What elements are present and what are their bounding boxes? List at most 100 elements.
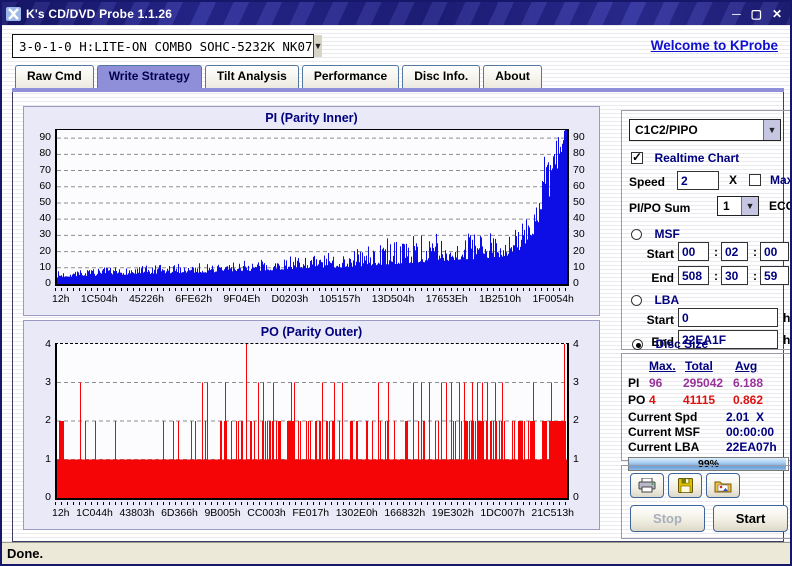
tab-tilt-analysis[interactable]: Tilt Analysis xyxy=(204,65,299,88)
progress-fill xyxy=(629,458,787,470)
tab-strip: Raw Cmd Write Strategy Tilt Analysis Per… xyxy=(15,65,542,88)
current-msf-label: Current MSF xyxy=(628,425,700,439)
y-tick-label: 1 xyxy=(45,452,51,465)
msf-start-row: Start : : xyxy=(622,242,789,263)
y-tick-label: 70 xyxy=(573,163,585,176)
chevron-down-icon[interactable]: ▼ xyxy=(741,197,758,215)
tab-about[interactable]: About xyxy=(483,65,542,88)
radio-icon[interactable] xyxy=(631,229,642,240)
pi-chart-plot xyxy=(55,129,569,286)
save-button[interactable] xyxy=(668,473,702,498)
drive-selector[interactable]: 3-0-1-0 H:LITE-ON COMBO SOHC-5232K NK07 … xyxy=(12,34,323,58)
close-icon[interactable]: ✕ xyxy=(771,6,782,21)
y-tick-label: 90 xyxy=(39,131,51,144)
radio-icon[interactable] xyxy=(631,295,642,306)
pi-x-axis-labels: 12h 1C504h 45226h 6FE62h 9F04Eh D0203h 105157h… xyxy=(52,293,574,305)
po-avg: 0.862 xyxy=(733,393,764,407)
lba-end-input[interactable] xyxy=(678,330,778,349)
realtime-chart-checkbox[interactable]: Realtime Chart xyxy=(631,149,739,167)
x-tick-label: 1B2510h xyxy=(479,293,522,305)
mode-select[interactable]: C1C2/PIPO ▼ xyxy=(629,119,781,141)
printer-icon xyxy=(638,478,656,493)
actions-group: Stop Start xyxy=(621,465,790,539)
po-x-axis-labels: 12h 1C044h 43803h 6D366h 9B005h CC003h FE017h 1… xyxy=(52,507,574,519)
lba-radio[interactable]: LBA xyxy=(631,291,679,309)
tab-raw-cmd[interactable]: Raw Cmd xyxy=(15,65,94,88)
tab-write-strategy[interactable]: Write Strategy xyxy=(96,65,202,88)
y-tick-label: 90 xyxy=(573,131,585,144)
y-tick-label: 4 xyxy=(573,338,579,350)
tab-performance[interactable]: Performance xyxy=(301,65,400,88)
msf-radio[interactable]: MSF xyxy=(631,225,680,243)
y-tick-label: 0 xyxy=(573,277,579,289)
export-image-button[interactable] xyxy=(706,473,740,498)
welcome-link[interactable]: Welcome to KProbe xyxy=(650,38,778,53)
pi-avg: 6.188 xyxy=(733,376,764,390)
x-tick-label: 12h xyxy=(52,293,70,305)
msf-start-min[interactable] xyxy=(678,242,709,261)
y-tick-label: 30 xyxy=(39,228,51,241)
msf-end-sec[interactable] xyxy=(721,266,748,285)
chevron-down-icon[interactable]: ▼ xyxy=(312,35,323,57)
status-bar: Done. xyxy=(2,542,790,564)
max-checkbox[interactable] xyxy=(749,174,761,186)
minimize-icon[interactable]: ─ xyxy=(732,6,741,21)
y-tick-label: 10 xyxy=(39,260,51,273)
y-tick-label: 0 xyxy=(45,277,51,289)
x-tick-label: 6D366h xyxy=(161,507,198,519)
lba-start-input[interactable] xyxy=(678,308,778,327)
chevron-down-icon[interactable]: ▼ xyxy=(763,120,780,140)
speed-row: Speed X Max xyxy=(629,171,790,191)
y-tick-label: 0 xyxy=(45,491,51,503)
checkbox-icon[interactable] xyxy=(631,150,643,164)
tab-disc-info[interactable]: Disc Info. xyxy=(402,65,481,88)
pi-row-label: PI xyxy=(628,376,640,390)
y-tick-label: 3 xyxy=(45,375,51,388)
y-tick-label: 80 xyxy=(39,147,51,160)
write-strategy-page: PI (Parity Inner) 12h 1C504h 45226h 6FE62h 9… xyxy=(12,92,790,542)
stats-header-avg: Avg xyxy=(735,359,758,373)
radio-icon[interactable] xyxy=(632,339,643,350)
msf-end-min[interactable] xyxy=(678,266,709,285)
stats-group: Max. Total Avg PI 96 295042 6.188 PO 4 4… xyxy=(621,353,790,471)
x-tick-label: 12h xyxy=(52,507,70,519)
x-tick-label: CC003h xyxy=(247,507,286,519)
mode-select-value: C1C2/PIPO xyxy=(635,123,698,137)
x-tick-label: 9B005h xyxy=(204,507,241,519)
y-tick-label: 40 xyxy=(39,212,51,225)
x-tick-label: 105157h xyxy=(319,293,361,305)
stop-button: Stop xyxy=(630,505,705,532)
speed-input[interactable] xyxy=(677,171,719,190)
maximize-icon[interactable]: ▢ xyxy=(750,6,762,21)
y-tick-label: 2 xyxy=(45,414,51,426)
pi-max: 96 xyxy=(649,376,663,390)
x-tick-label: 21C513h xyxy=(531,507,574,519)
scan-controls-group: C1C2/PIPO ▼ Realtime Chart Speed X Max P… xyxy=(621,110,790,350)
po-total: 41115 xyxy=(683,393,716,407)
pi-x-axis-ticks xyxy=(55,288,569,291)
current-lba-label: Current LBA xyxy=(628,440,700,454)
app-icon xyxy=(6,6,21,21)
start-button[interactable]: Start xyxy=(713,505,788,532)
x-tick-label: 45226h xyxy=(128,293,164,305)
msf-start-sec[interactable] xyxy=(721,242,748,261)
pi-chart-title: PI (Parity Inner) xyxy=(265,111,358,125)
po-x-axis-ticks xyxy=(55,502,569,505)
msf-end-frame[interactable] xyxy=(760,266,789,285)
progress-bar: 99% xyxy=(628,457,789,471)
progress-label: 99% xyxy=(697,458,719,470)
msf-start-frame[interactable] xyxy=(760,242,789,261)
pipo-sum-select[interactable]: 1 ▼ xyxy=(717,196,759,216)
disc-size-radio[interactable]: Disc Size xyxy=(632,335,708,353)
pi-bars xyxy=(57,130,567,284)
save-icon xyxy=(677,478,693,493)
po-bars xyxy=(57,344,567,498)
y-tick-label: 1 xyxy=(573,452,579,465)
y-tick-label: 80 xyxy=(573,147,585,160)
x-tick-label: 19E302h xyxy=(431,507,474,519)
tab-band xyxy=(12,88,784,92)
print-button[interactable] xyxy=(630,473,664,498)
y-tick-label: 60 xyxy=(573,179,585,192)
y-tick-label: 70 xyxy=(39,163,51,176)
po-chart-title: PO (Parity Outer) xyxy=(260,325,363,339)
